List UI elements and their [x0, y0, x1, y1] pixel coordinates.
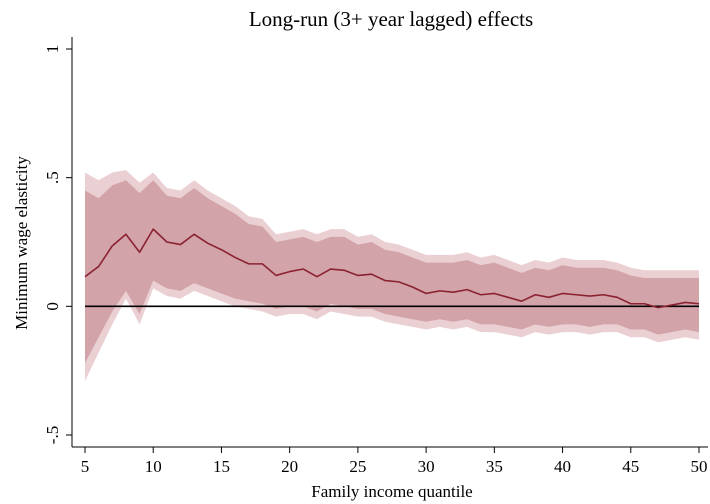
estimate-series-line [84, 228, 700, 309]
x-tick-label: 35 [486, 457, 503, 476]
x-tick-label: 45 [622, 457, 639, 476]
y-tick-label: .5 [43, 171, 62, 184]
x-tick-label: 5 [81, 457, 90, 476]
ci-band-inner-area [85, 180, 699, 363]
x-tick-label: 25 [349, 457, 366, 476]
estimate-line [84, 228, 700, 309]
axes [71, 37, 708, 448]
y-tick-label: 0 [43, 302, 62, 311]
x-tick-label: 30 [418, 457, 435, 476]
x-tick-label: 15 [213, 457, 230, 476]
ci-band-inner [85, 180, 699, 363]
y-tick-label: -.5 [43, 426, 62, 444]
x-tick-label: 50 [691, 457, 708, 476]
x-axis-label: Family income quantile [311, 482, 472, 501]
x-tick-label: 10 [145, 457, 162, 476]
chart-title: Long-run (3+ year lagged) effects [249, 7, 533, 31]
x-tick-label: 40 [554, 457, 571, 476]
ticks: 5 10 15 20 25 30 35 40 45 50 -.5 0 .5 1 [43, 45, 708, 476]
y-tick-label: 1 [43, 45, 62, 54]
x-tick-label: 20 [281, 457, 298, 476]
y-axis-label: Minimum wage elasticity [12, 156, 31, 330]
